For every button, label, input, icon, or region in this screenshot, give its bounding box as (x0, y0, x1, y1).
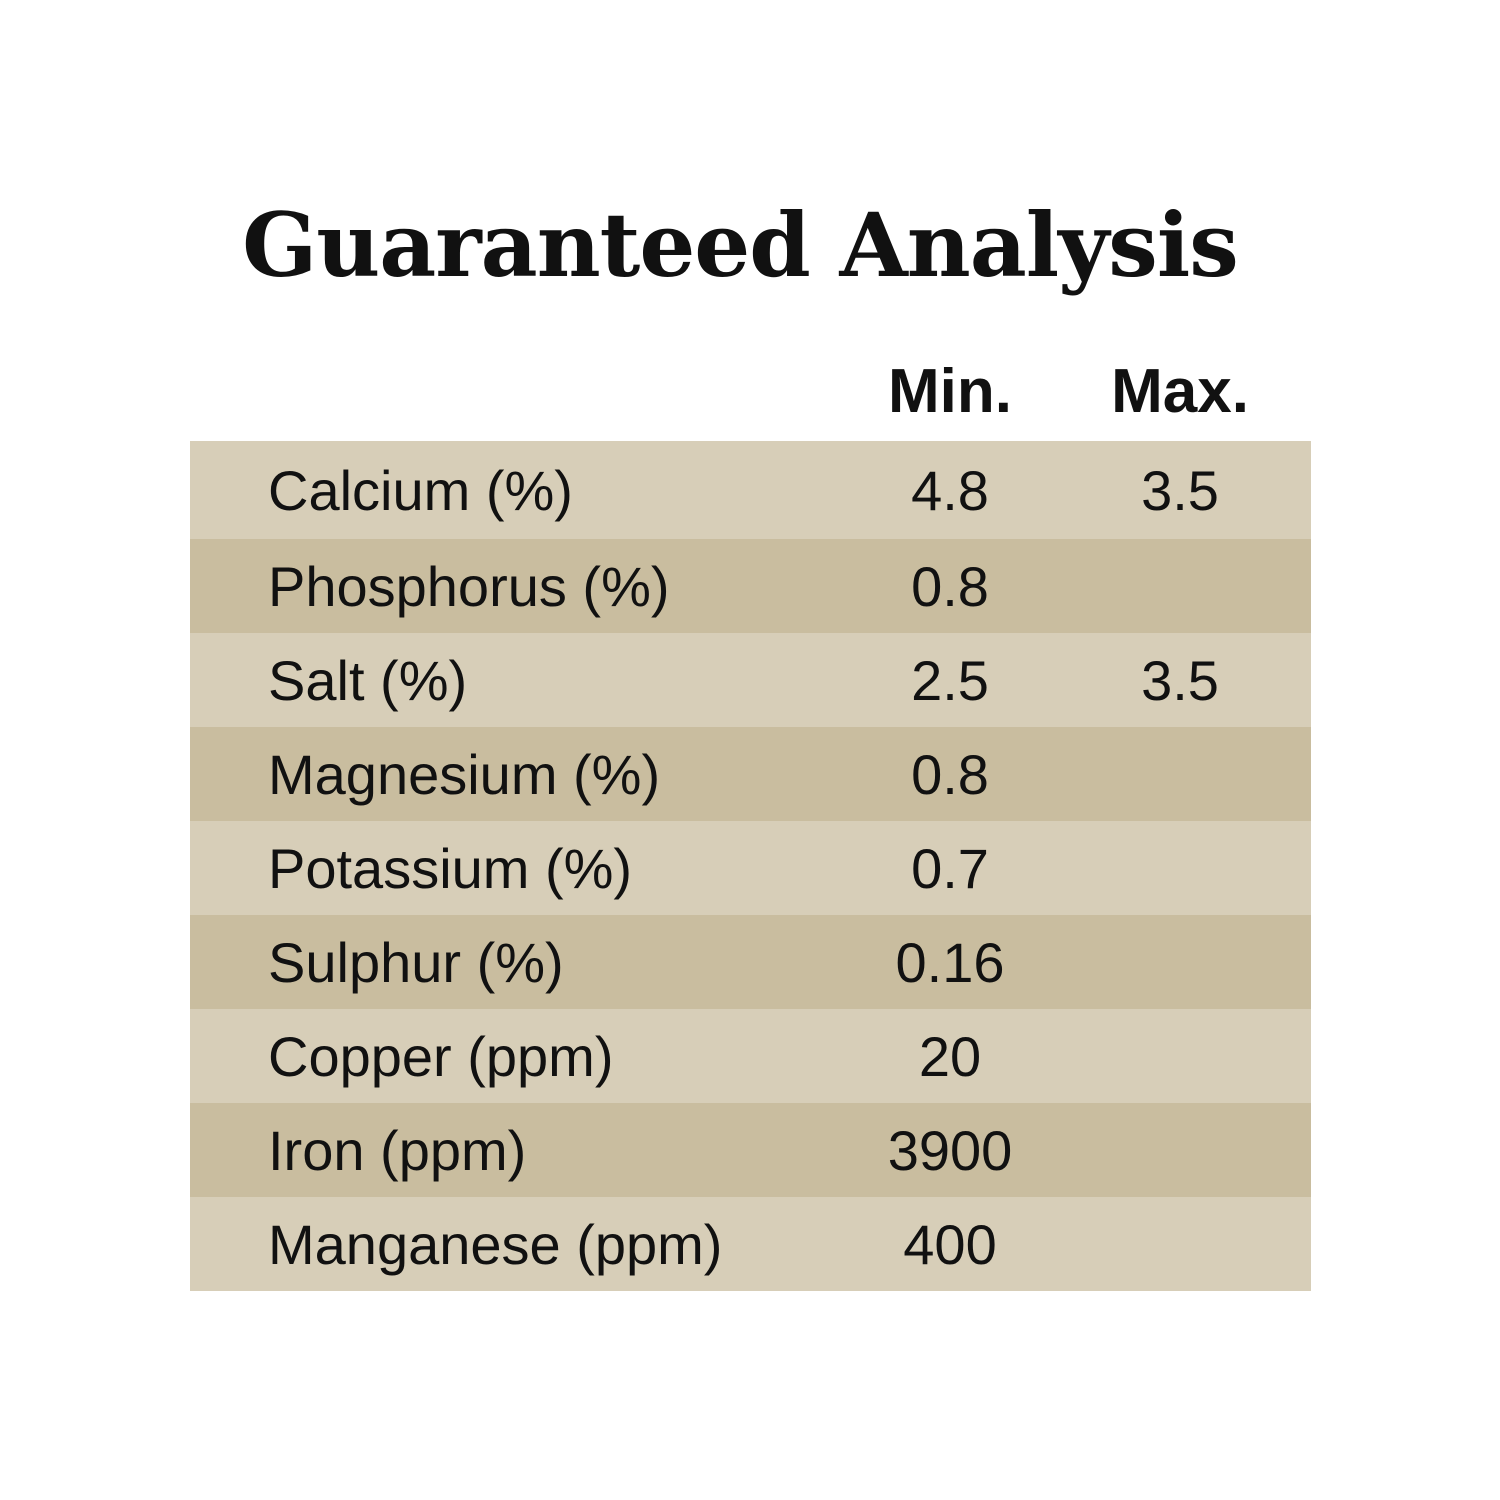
table-row: Copper (ppm) 20 (190, 1009, 1311, 1103)
min-value: 400 (903, 1212, 997, 1276)
page-title: Guaranteed Analysis (242, 193, 1239, 297)
nutrient-name: Salt (%) (268, 648, 468, 712)
table-row: Calcium (%) 4.8 3.5 (190, 441, 1311, 539)
analysis-table: Calcium (%) 4.8 3.5 Phosphorus (%) 0.8 S… (190, 441, 1311, 1291)
table-row: Salt (%) 2.5 3.5 (190, 633, 1311, 727)
max-value (1080, 915, 1280, 1009)
table-row: Iron (ppm) 3900 (190, 1103, 1311, 1197)
min-value: 4.8 (911, 458, 989, 522)
nutrient-name: Magnesium (%) (268, 742, 661, 806)
max-value: 3.5 (1141, 648, 1219, 712)
max-value (1080, 1197, 1280, 1291)
nutrient-name: Iron (ppm) (268, 1118, 527, 1182)
min-value: 20 (918, 1024, 982, 1088)
nutrient-name: Phosphorus (%) (268, 554, 670, 618)
column-header-max: Max. (1111, 357, 1249, 426)
table-row: Sulphur (%) 0.16 (190, 915, 1311, 1009)
min-value: 0.7 (911, 836, 989, 900)
column-header-min: Min. (888, 357, 1012, 426)
min-value: 3900 (887, 1118, 1013, 1182)
nutrient-name: Potassium (%) (268, 836, 633, 900)
max-value (1080, 1103, 1280, 1197)
table-row: Potassium (%) 0.7 (190, 821, 1311, 915)
max-value (1080, 727, 1280, 821)
min-value: 0.8 (911, 554, 989, 618)
max-value: 3.5 (1141, 458, 1219, 522)
nutrient-name: Copper (ppm) (268, 1024, 614, 1088)
max-value (1080, 1009, 1280, 1103)
max-value (1080, 821, 1280, 915)
nutrient-name: Manganese (ppm) (268, 1212, 723, 1276)
nutrient-name: Sulphur (%) (268, 930, 564, 994)
table-row: Magnesium (%) 0.8 (190, 727, 1311, 821)
min-value: 0.8 (911, 742, 989, 806)
min-value: 0.16 (895, 930, 1005, 994)
nutrient-name: Calcium (%) (268, 458, 573, 522)
max-value (1080, 539, 1280, 633)
table-row: Manganese (ppm) 400 (190, 1197, 1311, 1291)
min-value: 2.5 (911, 648, 989, 712)
table-row: Phosphorus (%) 0.8 (190, 539, 1311, 633)
